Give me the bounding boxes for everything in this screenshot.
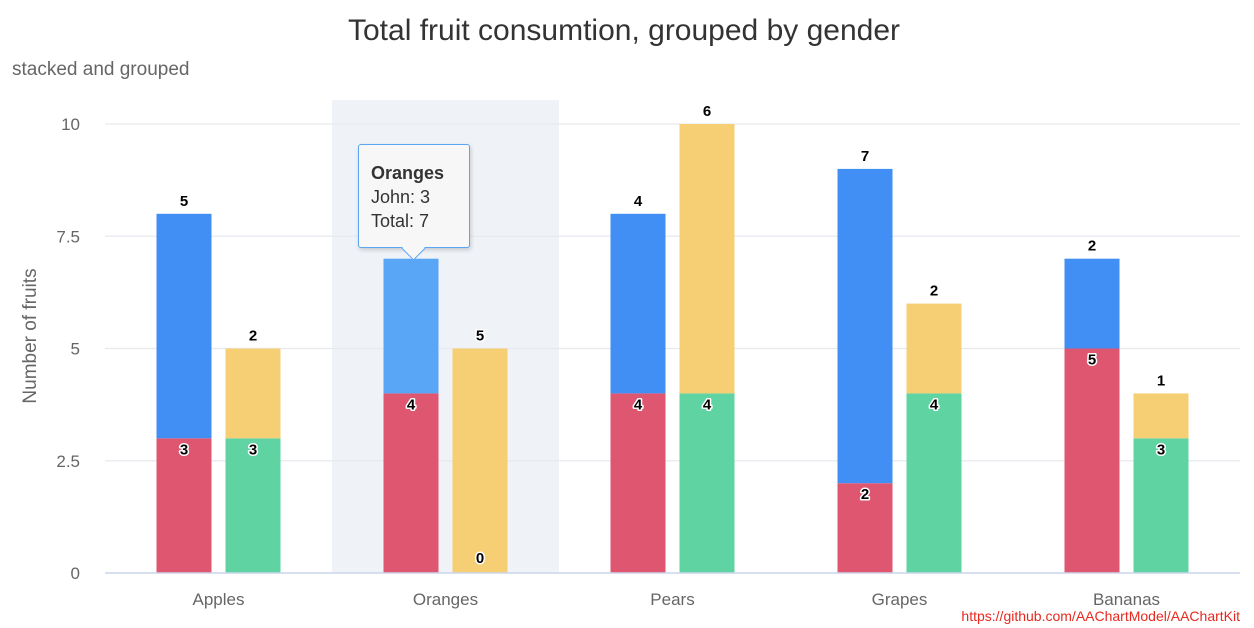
y-tick-label: 10 (61, 115, 80, 134)
bar-joe-bananas[interactable] (1064, 348, 1120, 574)
tooltip-series-value: John: 3 (371, 187, 431, 207)
bar-joe-grapes[interactable] (837, 483, 893, 573)
x-tick-label: Bananas (1093, 590, 1160, 609)
bar-john-bananas[interactable] (1064, 258, 1120, 349)
data-label: 3 (180, 441, 188, 458)
bar-john-oranges[interactable] (383, 258, 439, 394)
x-tick-label: Apples (193, 590, 245, 609)
data-label: 2 (930, 283, 938, 300)
bar-jane-bananas[interactable] (1133, 393, 1189, 439)
bar-jane-oranges[interactable] (452, 348, 508, 574)
chart-title: Total fruit consumtion, grouped by gende… (348, 14, 900, 47)
data-label: 4 (930, 396, 939, 413)
bar-joe-pears[interactable] (610, 393, 666, 573)
bar-janet-bananas[interactable] (1133, 438, 1189, 573)
tooltip-total: Total: 7 (371, 211, 430, 231)
x-tick-label: Pears (650, 590, 694, 609)
data-label: 4 (634, 193, 643, 210)
data-label: 3 (249, 441, 257, 458)
x-tick-label: Grapes (872, 590, 928, 609)
x-tick-label: Oranges (413, 590, 478, 609)
bar-janet-pears[interactable] (679, 393, 735, 573)
data-label: 5 (180, 193, 188, 210)
y-tick-label: 2.5 (56, 452, 80, 471)
bar-joe-apples[interactable] (156, 438, 212, 573)
tooltip: Oranges John: 3 Total: 7 (358, 144, 470, 261)
y-tick-label: 0 (71, 564, 80, 583)
data-label: 5 (1088, 352, 1096, 369)
bar-jane-pears[interactable] (679, 124, 735, 394)
bar-jane-apples[interactable] (225, 348, 281, 439)
bar-joe-oranges[interactable] (383, 393, 439, 573)
data-label: 4 (703, 396, 712, 413)
y-tick-label: 5 (71, 340, 80, 359)
bar-janet-grapes[interactable] (906, 393, 962, 573)
data-label: 4 (407, 396, 416, 413)
data-label: 4 (634, 396, 643, 413)
bar-john-pears[interactable] (610, 213, 666, 394)
bar-janet-apples[interactable] (225, 438, 281, 573)
data-label: 5 (476, 328, 484, 345)
data-label: 2 (1088, 238, 1096, 255)
chart-subtitle: stacked and grouped (12, 59, 189, 80)
data-label: 2 (249, 328, 257, 345)
y-axis-title: Number of fruits (20, 268, 41, 403)
bar-john-grapes[interactable] (837, 168, 893, 484)
bar-john-apples[interactable] (156, 213, 212, 439)
bar-jane-grapes[interactable] (906, 303, 962, 394)
data-label: 3 (1157, 441, 1165, 458)
data-label: 0 (476, 550, 484, 567)
data-label: 6 (703, 103, 711, 120)
credit-link[interactable]: https://github.com/AAChartModel/AAChartK… (961, 608, 1240, 624)
tooltip-title: Oranges (371, 163, 445, 183)
data-label: 2 (861, 486, 869, 503)
y-tick-label: 7.5 (56, 227, 80, 246)
data-label: 7 (861, 148, 869, 165)
data-label: 1 (1157, 372, 1165, 389)
